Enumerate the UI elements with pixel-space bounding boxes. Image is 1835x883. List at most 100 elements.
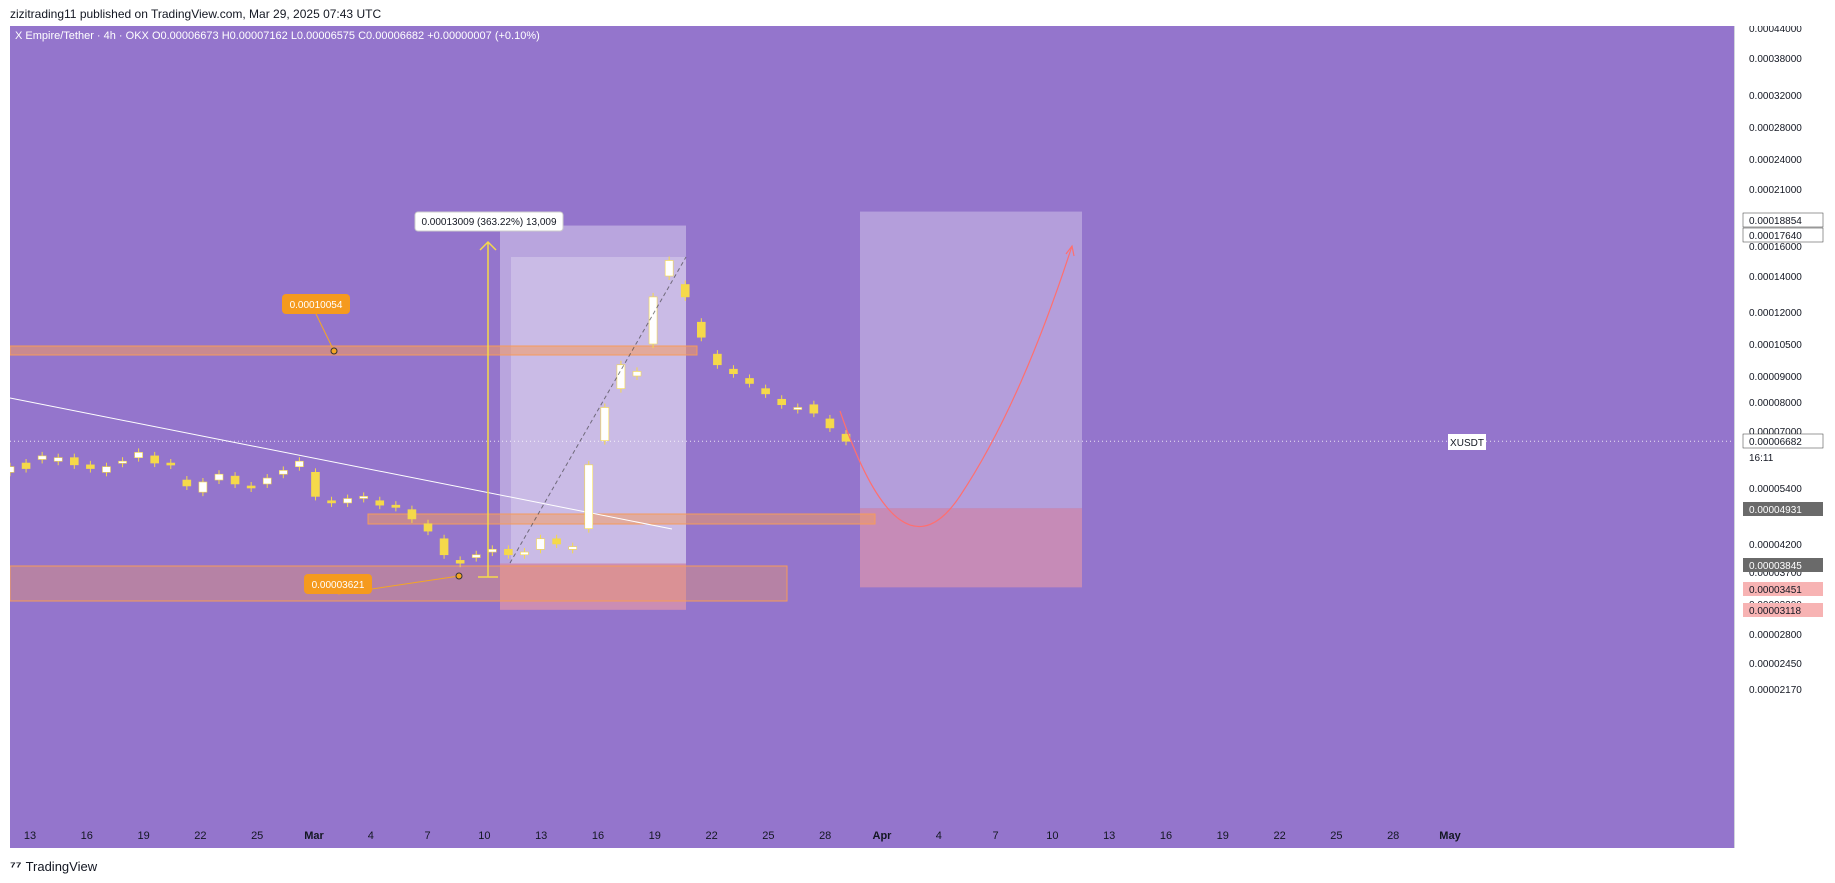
support-label-text: 0.00003621 (312, 580, 365, 591)
candle (568, 546, 577, 550)
price-badge-label: 0.00004931 (1749, 505, 1802, 516)
candle (359, 496, 368, 499)
price-tick-label: 0.00002450 (1749, 659, 1802, 670)
time-tick-label: 7 (993, 830, 999, 842)
tradingview-logo-icon: ⁷⁷ (10, 858, 22, 874)
time-tick-label: 13 (24, 830, 36, 842)
time-tick-label: 25 (762, 830, 774, 842)
price-tick-label: 0.00012000 (1749, 308, 1802, 319)
time-tick-label: 25 (1330, 830, 1342, 842)
candle (214, 473, 224, 481)
candle (70, 457, 79, 466)
candle (391, 504, 401, 508)
candle (777, 398, 786, 406)
price-tick-label: 0.00007000 (1749, 427, 1802, 438)
price-tick-label: 0.00010500 (1749, 340, 1802, 351)
candle (166, 462, 176, 466)
price-tick-label: 0.00002170 (1749, 685, 1802, 696)
support-label-box (304, 574, 372, 594)
candle (118, 460, 127, 464)
chart-canvas[interactable]: 0.00010054 0.00003621 0.00013009 (363.22%)… (5, 26, 1734, 822)
candle (327, 500, 336, 504)
price-axis[interactable]: 0.00044000 0.00038000 0.00032000 0.00028000… (1734, 24, 1827, 848)
candle (761, 388, 770, 395)
candle (407, 509, 417, 520)
candle (713, 353, 722, 366)
candle (664, 260, 674, 277)
time-tick-label: 16 (81, 830, 93, 842)
candle (21, 462, 31, 469)
candle (729, 368, 738, 375)
price-badge (1743, 558, 1823, 572)
time-tick-label: 4 (368, 830, 374, 842)
candle (616, 364, 626, 389)
candle (471, 554, 481, 558)
price-badge (1743, 582, 1823, 596)
resistance-label-dot (330, 347, 338, 355)
candle (198, 481, 208, 493)
ohlc-low: L0.00006575 (290, 30, 356, 42)
price-tick-label: 0.00021000 (1749, 185, 1802, 196)
time-tick-label: 28 (819, 830, 831, 842)
ohlc-change: +0.00000007 (+0.10%) (427, 30, 540, 42)
candle (53, 457, 63, 462)
candle (680, 284, 690, 298)
publisher-line: zizitrading11 published on TradingView.c… (10, 7, 382, 21)
candle (246, 485, 256, 489)
price-badge-label: 0.00003118 (1749, 606, 1802, 617)
price-tick-label: 0.00004200 (1749, 540, 1802, 551)
candle (279, 470, 288, 475)
symbol-title: X Empire/Tether · 4h · OKX (15, 30, 149, 42)
ohlc-high: H0.00007162 (221, 30, 288, 42)
price-tick-label: 0.00044000 (1749, 26, 1802, 35)
time-tick-label: 4 (936, 830, 942, 842)
price-badge-label: 0.00003451 (1749, 585, 1802, 596)
candle (311, 472, 320, 497)
price-tick-label: 0.00009000 (1749, 372, 1802, 383)
price-tick-label: 0.00014000 (1749, 272, 1802, 283)
projection-stop-zone (860, 508, 1082, 588)
time-tick-label: 22 (194, 830, 206, 842)
candle (295, 460, 304, 467)
candle (648, 296, 658, 345)
time-tick-label: Apr (873, 830, 893, 842)
price-badge-label: 0.00017640 (1749, 231, 1802, 242)
chart-legend: X Empire/Tether · 4h · OKX O0.00006673 H… (15, 30, 540, 42)
time-tick-label: 16 (592, 830, 604, 842)
measure-label-box (414, 211, 564, 232)
time-tick-label: 22 (1273, 830, 1285, 842)
time-tick-label: 28 (1387, 830, 1399, 842)
candle (520, 551, 529, 556)
time-tick-label: 10 (1046, 830, 1058, 842)
candle (809, 404, 819, 414)
descending-trendline (9, 397, 673, 530)
price-tick-label: 0.00032000 (1749, 91, 1802, 102)
price-badge-label: 0.00003845 (1749, 561, 1802, 572)
price-badge-label: 0.00018854 (1749, 216, 1802, 227)
footer: ⁷⁷ TradingView (10, 858, 97, 874)
candle (102, 466, 111, 473)
time-tick-label: 19 (137, 830, 149, 842)
candle (423, 523, 433, 532)
time-tick-label: 13 (1103, 830, 1115, 842)
candle (552, 538, 561, 545)
candle (230, 475, 240, 485)
candle (134, 452, 143, 458)
price-badge (1743, 603, 1823, 617)
time-tick-label: 7 (425, 830, 431, 842)
chart-area[interactable]: 0.00010054 0.00003621 0.00013009 (363.22%)… (5, 26, 1734, 848)
projection-curve (839, 245, 1073, 527)
time-axis[interactable]: 13 16 19 22 25 Mar 4 7 10 13 16 19 22 25 28 Apr 4 7 10 13 16… (10, 822, 1734, 848)
price-badge (1742, 212, 1824, 228)
bar-countdown: 16:11 (1749, 453, 1774, 464)
candle (504, 549, 513, 556)
candle (793, 407, 803, 410)
candle (150, 455, 159, 464)
price-tick-label: 0.00005400 (1749, 484, 1802, 495)
resistance-band (9, 345, 698, 356)
projection-arrowhead (1065, 244, 1075, 257)
price-tick-label: 0.00038000 (1749, 54, 1802, 65)
resistance-label-connector (315, 313, 335, 352)
price-tick-label: 0.00002800 (1749, 630, 1802, 641)
footer-brand: TradingView (25, 858, 98, 874)
